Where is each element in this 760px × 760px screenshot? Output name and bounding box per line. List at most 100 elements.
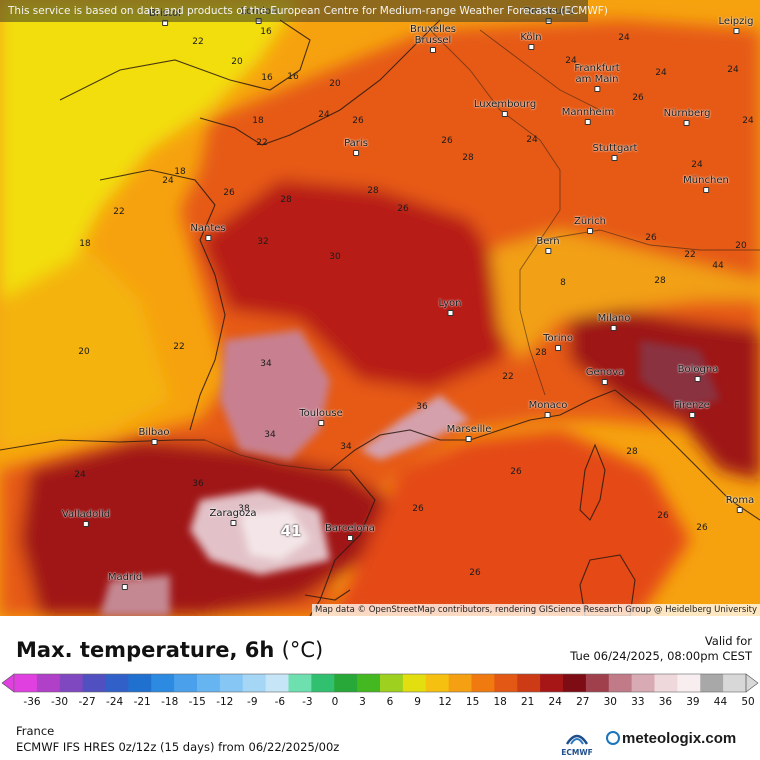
scale-swatch bbox=[494, 674, 518, 692]
scale-swatch bbox=[677, 674, 701, 692]
city-dot-icon bbox=[430, 47, 436, 53]
scale-swatch bbox=[311, 674, 335, 692]
isoline-label: 26 bbox=[352, 116, 364, 126]
isoline-label: 22 bbox=[113, 207, 125, 217]
alps-cool-zone bbox=[490, 230, 760, 360]
isoline-label: 18 bbox=[174, 167, 186, 177]
map-attribution: Map data © OpenStreetMap contributors, r… bbox=[312, 604, 760, 616]
isoline-label: 44 bbox=[712, 261, 724, 271]
isoline-label: 26 bbox=[657, 511, 669, 521]
isoline-label: 26 bbox=[469, 568, 481, 578]
isoline-label: 24 bbox=[691, 160, 703, 170]
cool-atlantic-zone bbox=[0, 0, 300, 300]
isoline-label: 20 bbox=[78, 347, 90, 357]
cantabrian-coast bbox=[0, 439, 205, 451]
isoline-label: 22 bbox=[502, 372, 514, 382]
scale-swatch bbox=[197, 674, 221, 692]
city-label: Firenze bbox=[674, 400, 710, 418]
scale-tick-label: -12 bbox=[216, 696, 234, 708]
city-dot-icon bbox=[83, 521, 89, 527]
city-label: Mannheim bbox=[562, 107, 614, 125]
provence-extreme-zone bbox=[360, 395, 470, 460]
scale-swatch bbox=[151, 674, 175, 692]
scale-swatch bbox=[517, 674, 541, 692]
isoline-label: 20 bbox=[231, 57, 243, 67]
scale-tick-label: 18 bbox=[493, 696, 507, 708]
scale-swatch bbox=[540, 674, 564, 692]
city-label: Genova bbox=[586, 367, 624, 385]
city-label: Frankfurt am Main bbox=[574, 63, 620, 92]
uk-south-coast bbox=[59, 19, 311, 101]
chart-title: Max. temperature, 6h (°C) bbox=[16, 638, 323, 662]
isoline-label: 34 bbox=[264, 430, 276, 440]
ecmwf-logo[interactable]: ECMWF bbox=[553, 726, 601, 758]
scale-tick-label: -6 bbox=[274, 696, 286, 708]
isoline-label: 28 bbox=[367, 186, 379, 196]
city-dot-icon bbox=[466, 436, 472, 442]
scale-tick-label: -9 bbox=[247, 696, 258, 708]
scale-swatch bbox=[219, 674, 244, 692]
isoline-label: 28 bbox=[462, 153, 474, 163]
isoline-label: 34 bbox=[340, 442, 352, 452]
city-dot-icon bbox=[593, 86, 600, 92]
isoline-label: 26 bbox=[645, 233, 657, 243]
isoline-label: 36 bbox=[192, 479, 204, 489]
scale-tick-label: 27 bbox=[576, 696, 590, 708]
city-dot-icon bbox=[122, 584, 128, 590]
border-france-spain bbox=[204, 439, 350, 471]
scale-swatch bbox=[357, 674, 381, 692]
isoline-label: 28 bbox=[535, 348, 547, 358]
scale-tick-label: 30 bbox=[603, 696, 617, 708]
scale-tick-label: -18 bbox=[161, 696, 179, 708]
isoline-label: 38 bbox=[238, 504, 250, 514]
city-label: Bologna bbox=[678, 364, 718, 382]
meteologix-logo[interactable]: meteologix.com bbox=[606, 730, 736, 747]
isoline-label: 24 bbox=[162, 176, 174, 186]
madrid-extreme-zone bbox=[100, 575, 170, 616]
isoline-label: 16 bbox=[261, 73, 273, 83]
temperature-map[interactable]: 22 20 16 16 16 20 24 26 18 22 18 24 26 22 18 20 22 28 28 26… bbox=[0, 0, 760, 616]
france-hot-zone bbox=[200, 180, 520, 390]
scale-swatch bbox=[36, 674, 61, 692]
city-label: Monaco bbox=[529, 400, 567, 418]
isoline-label: 36 bbox=[416, 402, 428, 412]
mallorca-coast bbox=[304, 589, 351, 601]
city-label: Stuttgart bbox=[593, 143, 637, 161]
scale-swatch bbox=[563, 674, 587, 692]
ecmwf-logo-text: ECMWF bbox=[561, 748, 593, 757]
scale-swatch bbox=[174, 674, 198, 692]
city-label: Zürich bbox=[574, 216, 606, 234]
city-dot-icon bbox=[347, 535, 353, 541]
isoline-label: 16 bbox=[287, 72, 299, 82]
isoline-label: 28 bbox=[654, 276, 666, 286]
coastlines bbox=[0, 19, 760, 616]
city-dot-icon bbox=[602, 379, 608, 385]
isoline-label: 22 bbox=[173, 342, 185, 352]
city-label: Leipzig bbox=[718, 16, 754, 34]
isoline-label: 24 bbox=[565, 56, 577, 66]
isoline-label: 20 bbox=[329, 79, 341, 89]
borders bbox=[204, 29, 760, 471]
city-label: Bern bbox=[536, 236, 560, 254]
scale-tick-label: -30 bbox=[50, 696, 69, 708]
border-france-east bbox=[429, 29, 561, 396]
ecmwf-notice: This service is based on data and produc… bbox=[0, 0, 608, 22]
isoline-label: 28 bbox=[626, 447, 638, 457]
scale-border bbox=[13, 673, 747, 693]
city-label: Nürnberg bbox=[664, 108, 710, 126]
city-dot-icon bbox=[702, 187, 709, 193]
scale-swatch bbox=[288, 674, 312, 692]
scale-swatch bbox=[402, 674, 427, 692]
title-unit: (°C) bbox=[281, 638, 324, 662]
scale-tick-label: 21 bbox=[521, 696, 535, 708]
scale-swatch bbox=[334, 674, 358, 692]
city-dot-icon bbox=[733, 28, 739, 34]
scale-swatch bbox=[265, 674, 289, 692]
city-label: Marseille bbox=[447, 424, 491, 442]
scale-swatch bbox=[585, 674, 610, 692]
scale-tick-label: 36 bbox=[658, 696, 673, 708]
city-label: Madrid bbox=[108, 572, 142, 590]
city-dot-icon bbox=[555, 345, 561, 351]
scale-swatch bbox=[448, 674, 472, 692]
ebro-peak-zone bbox=[240, 510, 310, 560]
